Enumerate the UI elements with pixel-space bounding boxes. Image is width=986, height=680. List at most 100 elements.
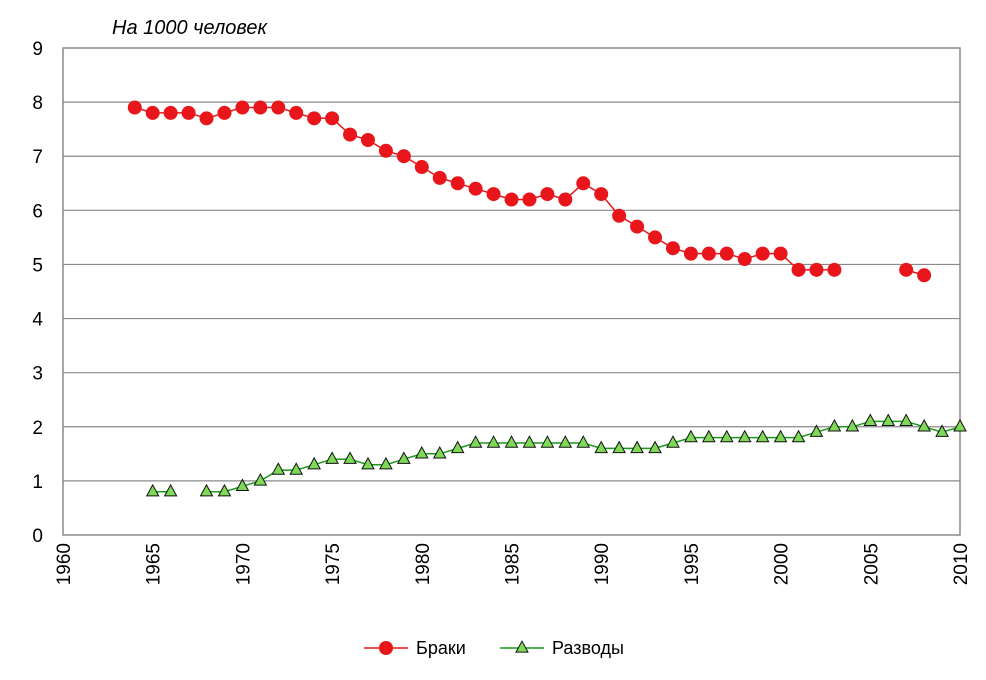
x-tick-label-2000: 2000 [772, 543, 793, 585]
series-0-point-2001 [791, 262, 806, 277]
series-1-point-1978 [379, 456, 393, 470]
series-0-point-1994 [665, 241, 680, 256]
series-1-point-1975 [325, 451, 339, 464]
x-tick-label-1990: 1990 [592, 543, 613, 585]
series-1-point-1976 [343, 451, 357, 464]
series-0-point-1990 [594, 187, 609, 202]
series-1-point-2001 [791, 429, 806, 443]
series-1-point-2008 [917, 418, 931, 432]
series-1-point-1996 [701, 429, 716, 443]
series-0-point-1991 [612, 208, 627, 223]
series-1-point-1983 [468, 435, 483, 448]
legend-marker-0 [379, 641, 393, 655]
series-1-point-1979 [397, 451, 411, 464]
series-1-point-1965 [145, 483, 160, 497]
x-tick-label-1975: 1975 [323, 543, 344, 585]
series-0-point-1984 [486, 187, 501, 202]
series-0-point-1986 [522, 192, 537, 207]
y-tick-label-0: 0 [32, 526, 43, 547]
series-1-point-2009 [935, 424, 949, 437]
series-1-point-1998 [737, 429, 752, 443]
y-tick-label-8: 8 [32, 93, 43, 114]
series-1-point-1993 [648, 440, 662, 454]
series-1-point-1981 [432, 445, 447, 459]
series-1-point-1999 [755, 429, 770, 443]
series-0-point-1999 [755, 246, 770, 261]
series-1-point-1997 [719, 429, 734, 443]
series-0-point-1965 [145, 105, 160, 120]
series-1-point-1994 [666, 435, 680, 448]
x-tick-label-2010: 2010 [951, 543, 972, 585]
x-tick-label-2005: 2005 [861, 543, 882, 585]
series-1-point-1973 [289, 462, 304, 475]
y-tick-label-3: 3 [32, 364, 43, 385]
legend-item-0: Браки [364, 638, 466, 658]
series-1-point-1980 [414, 445, 429, 459]
series-0-point-1989 [576, 176, 591, 191]
y-axis-tick-labels: 0 1 2 3 4 5 6 7 8 9 [32, 39, 43, 547]
y-tick-label-5: 5 [32, 255, 43, 276]
series-1-point-2002 [809, 424, 824, 437]
series-1-point-2000 [773, 429, 788, 443]
series-1-point-1986 [522, 435, 537, 448]
series-0-point-1996 [701, 246, 716, 261]
series-0-point-1980 [414, 160, 429, 175]
series-0-point-2007 [899, 262, 914, 277]
series-1-point-1969 [217, 483, 232, 497]
series-1-point-2004 [845, 418, 860, 432]
x-tick-label-1985: 1985 [503, 543, 524, 585]
y-tick-label-6: 6 [32, 201, 43, 222]
series-0-point-1988 [558, 192, 573, 207]
x-tick-label-1980: 1980 [413, 543, 434, 585]
x-axis-tick-labels: 1960 1965 1970 1975 1980 1985 1990 1995 2000 2005… [54, 543, 972, 585]
x-tick-label-1970: 1970 [233, 543, 254, 585]
series-1-point-1987 [540, 435, 555, 448]
legend-label-0: Браки [416, 638, 466, 658]
series-0-point-1978 [378, 143, 393, 158]
series-0-point-1977 [360, 132, 375, 147]
series-1-point-2007 [899, 413, 914, 427]
series-0-point-1982 [450, 176, 465, 191]
series-0-line-segment-0 [134, 106, 835, 271]
series-0-point-1987 [540, 187, 555, 202]
unit-label: На 1000 человек [112, 17, 269, 39]
y-tick-label-4: 4 [32, 310, 43, 331]
y-tick-label-1: 1 [32, 472, 43, 493]
series-1-point-1995 [684, 429, 698, 443]
x-tick-label-1995: 1995 [682, 543, 703, 585]
legend-marker-1 [515, 640, 529, 653]
series-0-point-1968 [199, 111, 214, 126]
plot-area-frame [62, 47, 961, 536]
series-0 [127, 100, 932, 283]
series-1-point-1970 [235, 478, 250, 491]
series-1-point-1977 [361, 456, 375, 470]
series-1-point-1972 [271, 462, 286, 475]
series-0-point-1971 [253, 100, 268, 115]
series-0-point-1972 [271, 100, 286, 115]
series-0-point-1992 [630, 219, 645, 234]
series-0-point-1979 [396, 149, 411, 164]
series-0-point-2000 [773, 246, 788, 261]
grid-lines [63, 101, 960, 482]
series-0-point-1983 [468, 181, 483, 196]
series-0-point-1967 [181, 105, 196, 120]
series-1-point-1966 [163, 483, 178, 497]
series-1-point-1984 [486, 435, 501, 448]
series-1-point-1991 [612, 440, 626, 454]
y-tick-label-2: 2 [32, 418, 43, 439]
series-0-point-1975 [325, 111, 340, 126]
series-1-point-1989 [576, 435, 591, 448]
series-1 [145, 413, 967, 497]
series-1-point-1982 [450, 440, 465, 454]
series-1-point-1968 [199, 483, 214, 497]
series-0-point-2008 [917, 268, 932, 283]
series-1-point-2005 [863, 413, 878, 427]
x-tick-label-1965: 1965 [144, 543, 165, 585]
series-0-point-1974 [307, 111, 322, 126]
series-0-point-1973 [289, 105, 304, 120]
series-0-point-1970 [235, 100, 250, 115]
x-tick-label-1960: 1960 [54, 543, 75, 585]
y-tick-label-9: 9 [32, 39, 43, 60]
series-0-point-1981 [432, 170, 447, 185]
